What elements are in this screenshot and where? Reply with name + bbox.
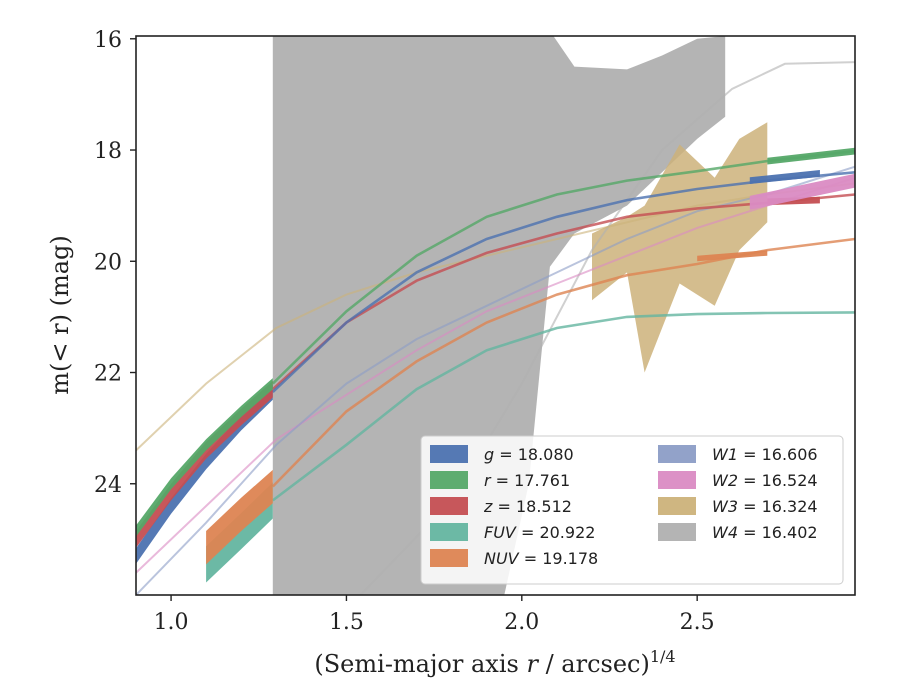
legend-label-fuv: FUV = 20.922 [484, 523, 595, 542]
legend-label-w4: W4 = 16.402 [712, 523, 818, 542]
legend-swatch-nuv [430, 549, 468, 567]
plot-frame [135, 35, 856, 596]
x-tick-label: 2.5 [680, 610, 715, 635]
series-g-band [136, 384, 273, 564]
legend-swatch-w4 [658, 523, 696, 541]
legend-swatch-g [430, 445, 468, 463]
x-axis-label: (Semi-major axis r / arcsec)1/4 [314, 647, 675, 678]
legend: g = 18.080 r = 17.761 z = 18.512 FUV = 20.9… [420, 435, 844, 585]
series-nuv-band-outer [697, 250, 768, 262]
series-w4-area [272, 36, 726, 595]
axis-ticks: 1.0 1.5 2.0 2.5 16 18 20 22 24 [94, 28, 715, 635]
legend-label-nuv: NUV = 19.178 [484, 549, 598, 568]
y-axis-label: m(< r) (mag) [46, 235, 74, 394]
legend-swatch-w1 [658, 445, 696, 463]
series-fuv-line [272, 311, 855, 502]
x-tick-label: 1.0 [154, 610, 189, 635]
legend-frame [420, 435, 844, 585]
y-tick-label: 24 [94, 473, 122, 498]
legend-swatch-fuv [430, 523, 468, 541]
legend-label-g: g = 18.080 [484, 445, 574, 464]
legend-swatch-w3 [658, 497, 696, 515]
legend-label-w2: W2 = 16.524 [712, 471, 818, 490]
y-tick-label: 18 [94, 139, 122, 164]
legend-label-r: r = 17.761 [484, 471, 570, 490]
series-w3-line [136, 182, 855, 452]
x-tick-label: 2.0 [504, 610, 539, 635]
legend-swatch-z [430, 497, 468, 515]
plot-area [136, 36, 855, 595]
series-g-band-outer [749, 170, 820, 184]
y-tick-label: 16 [94, 28, 122, 53]
series-r-band-outer [767, 147, 855, 165]
series-w2-line [136, 176, 855, 574]
series-z-line [271, 193, 855, 391]
legend-swatch-w2 [658, 471, 696, 489]
series-w2-band-outer [749, 173, 855, 210]
y-tick-label: 20 [94, 250, 122, 275]
y-tick-label: 22 [94, 362, 122, 387]
legend-label-w3: W3 = 16.324 [712, 497, 818, 516]
legend-label-w1: W1 = 16.606 [712, 445, 818, 464]
x-tick-label: 1.5 [329, 610, 364, 635]
series-g-line [271, 171, 855, 393]
series-r-band [136, 378, 273, 537]
legend-swatch-r [430, 471, 468, 489]
series-nuv-band [206, 469, 273, 565]
legend-label-z: z = 18.512 [483, 497, 572, 516]
series-z-band [136, 380, 273, 548]
series-r-line [271, 149, 855, 385]
